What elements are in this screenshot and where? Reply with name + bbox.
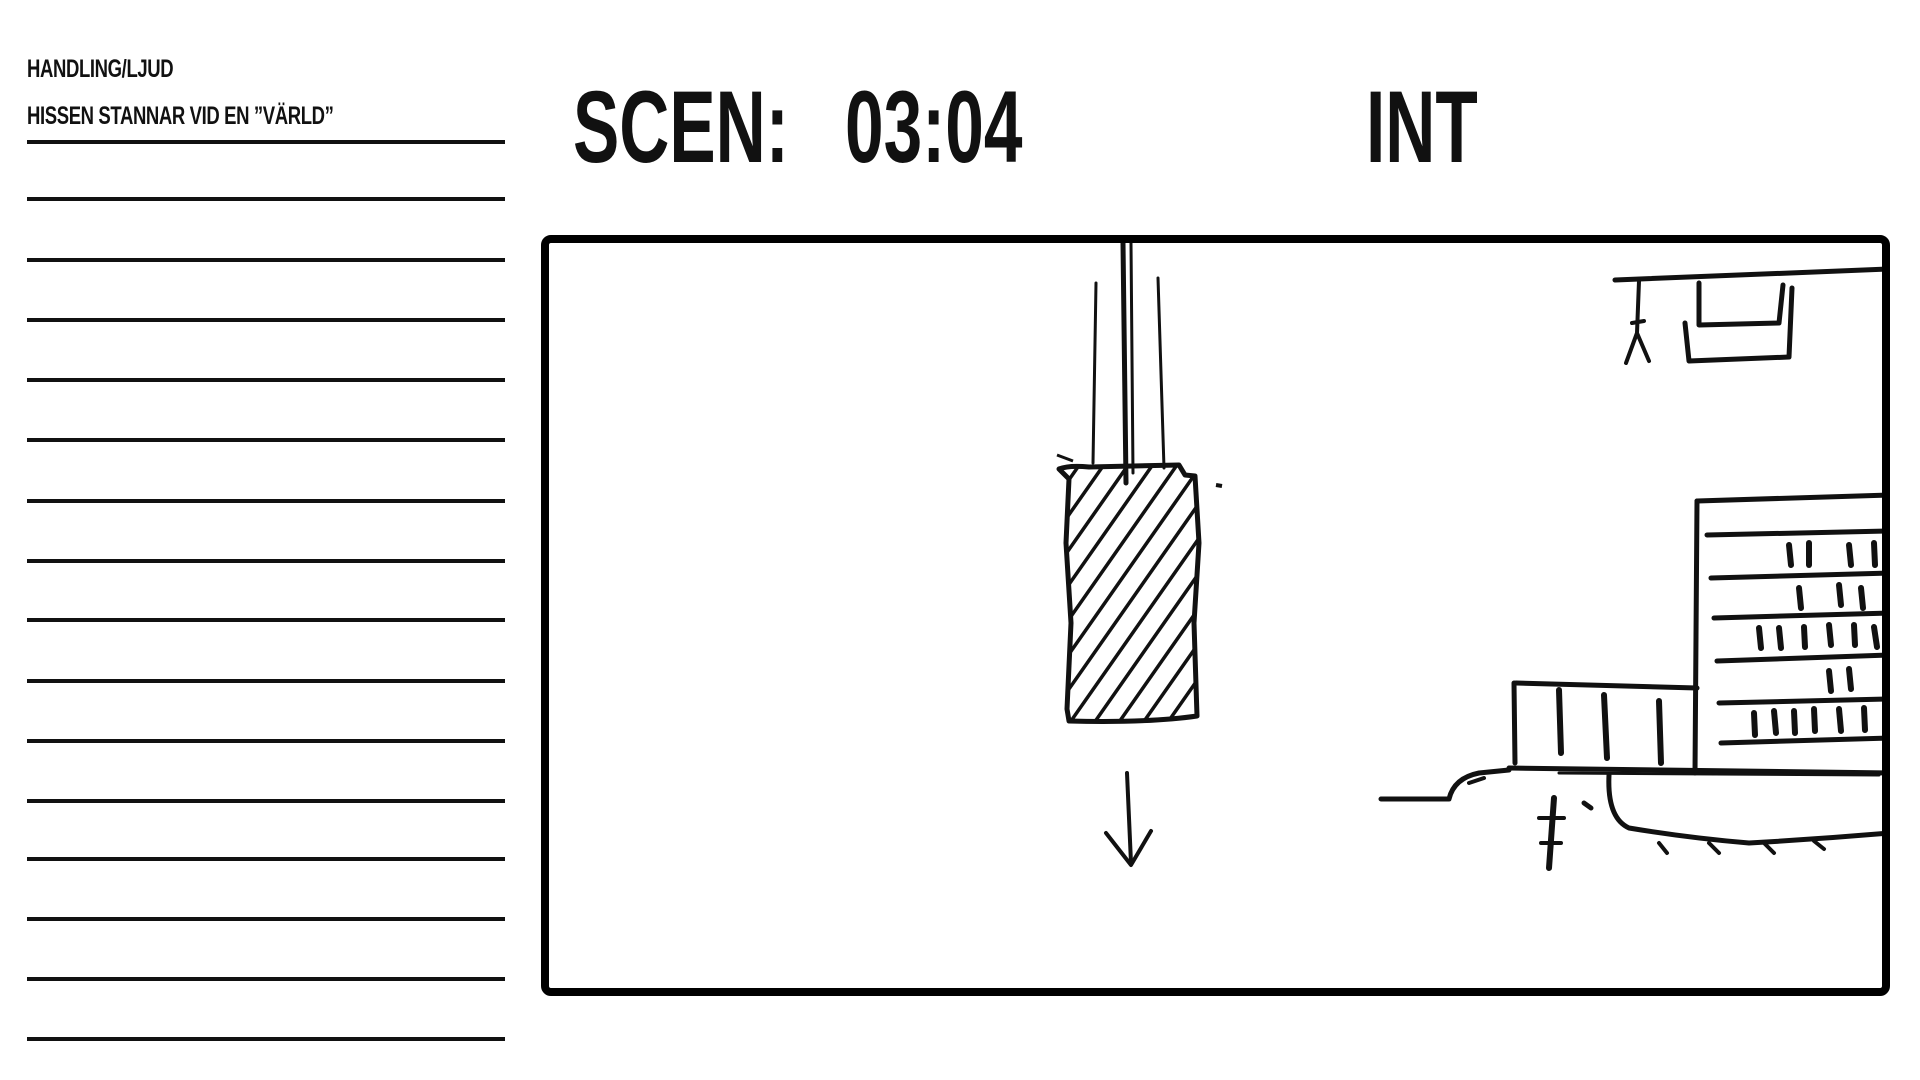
writing-line <box>27 378 505 382</box>
writing-line <box>27 739 505 743</box>
writing-line <box>27 197 505 201</box>
writing-line <box>27 140 505 144</box>
writing-line <box>27 438 505 442</box>
writing-line <box>27 499 505 503</box>
sketch-drawing <box>1056 243 1882 871</box>
elevator-cables <box>1091 243 1166 486</box>
int-ext-label: INT <box>1366 70 1478 184</box>
down-arrow <box>1104 771 1153 867</box>
writing-line <box>27 1037 505 1041</box>
storyboard-panel <box>541 235 1890 996</box>
writing-line <box>27 679 505 683</box>
writing-line <box>27 977 505 981</box>
elevator-car <box>1056 453 1223 724</box>
writing-line <box>27 318 505 322</box>
scene-label: SCEN: <box>573 70 789 184</box>
writing-line <box>27 559 505 563</box>
writing-line <box>27 618 505 622</box>
action-description: HISSEN STANNAR VID EN ”VÄRLD” <box>27 102 334 130</box>
shelf-structure <box>1378 266 1882 871</box>
action-heading: HANDLING/LJUD <box>27 55 174 83</box>
writing-line <box>27 857 505 861</box>
writing-line <box>27 258 505 262</box>
writing-line <box>27 799 505 803</box>
scene-number: 03:04 <box>845 70 1023 184</box>
writing-line <box>27 917 505 921</box>
